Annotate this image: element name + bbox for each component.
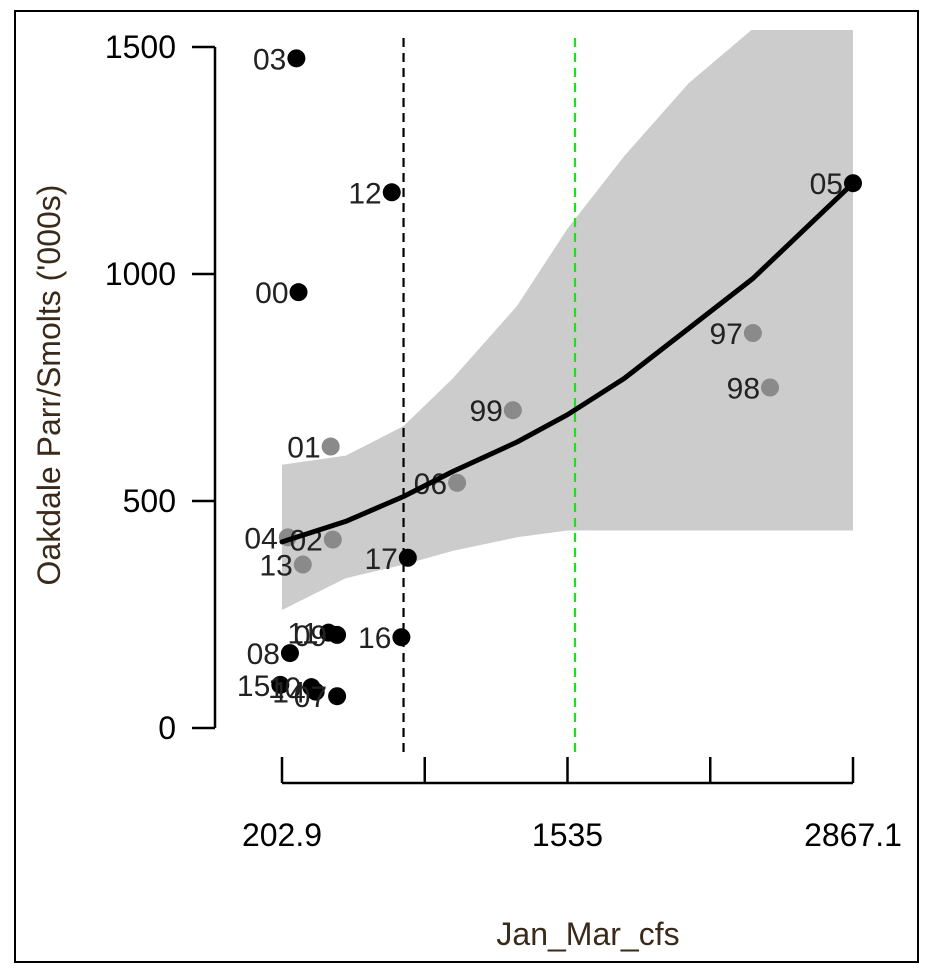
point-label-99: 99 bbox=[469, 395, 502, 428]
point-label-07: 07 bbox=[294, 681, 327, 714]
confidence-band bbox=[282, 30, 853, 610]
fit-line bbox=[279, 180, 856, 545]
data-point-08 bbox=[280, 644, 299, 663]
point-label-03: 03 bbox=[253, 43, 286, 76]
point-label-17: 17 bbox=[364, 543, 397, 576]
point-label-01: 01 bbox=[287, 432, 320, 465]
point-label-08: 08 bbox=[247, 638, 280, 671]
data-point-99 bbox=[503, 401, 522, 420]
point-label-09: 09 bbox=[294, 620, 327, 653]
data-point-09 bbox=[328, 625, 347, 644]
y-tick-label-1000: 1000 bbox=[105, 256, 176, 292]
x-tick-label-4: 2867.1 bbox=[804, 817, 902, 853]
data-point-01 bbox=[321, 437, 340, 456]
point-label-12: 12 bbox=[348, 177, 381, 210]
data-point-97 bbox=[743, 324, 762, 343]
x-axis-title: Jan_Mar_cfs bbox=[496, 916, 679, 952]
point-label-16: 16 bbox=[358, 622, 391, 655]
data-point-17 bbox=[398, 548, 417, 567]
point-label-13: 13 bbox=[259, 550, 292, 583]
data-point-16 bbox=[392, 628, 411, 647]
data-point-98 bbox=[761, 378, 780, 397]
x-tick-label-0: 202.9 bbox=[242, 817, 322, 853]
data-point-06 bbox=[448, 473, 467, 492]
data-point-14 bbox=[306, 682, 325, 701]
point-label-04: 04 bbox=[244, 522, 277, 555]
point-label-00: 00 bbox=[255, 277, 288, 310]
data-point-03 bbox=[287, 49, 306, 68]
data-point-13 bbox=[293, 555, 312, 574]
data-point-15 bbox=[271, 675, 290, 694]
point-label-97: 97 bbox=[710, 318, 743, 351]
y-tick-label-0: 0 bbox=[158, 710, 176, 746]
data-point-12 bbox=[382, 183, 401, 202]
point-label-15: 15 bbox=[237, 670, 270, 703]
data-point-07 bbox=[328, 687, 347, 706]
point-label-14: 14 bbox=[272, 677, 305, 710]
point-label-98: 98 bbox=[727, 373, 760, 406]
y-tick-label-1500: 1500 bbox=[105, 29, 176, 65]
y-axis-title: Oakdale Parr/Smolts ('000s) bbox=[31, 185, 67, 586]
y-tick-label-500: 500 bbox=[123, 483, 176, 519]
point-label-10: 10 bbox=[268, 672, 301, 705]
data-point-02 bbox=[323, 530, 342, 549]
x-tick-label-2: 1535 bbox=[532, 817, 603, 853]
data-point-00 bbox=[289, 283, 308, 302]
